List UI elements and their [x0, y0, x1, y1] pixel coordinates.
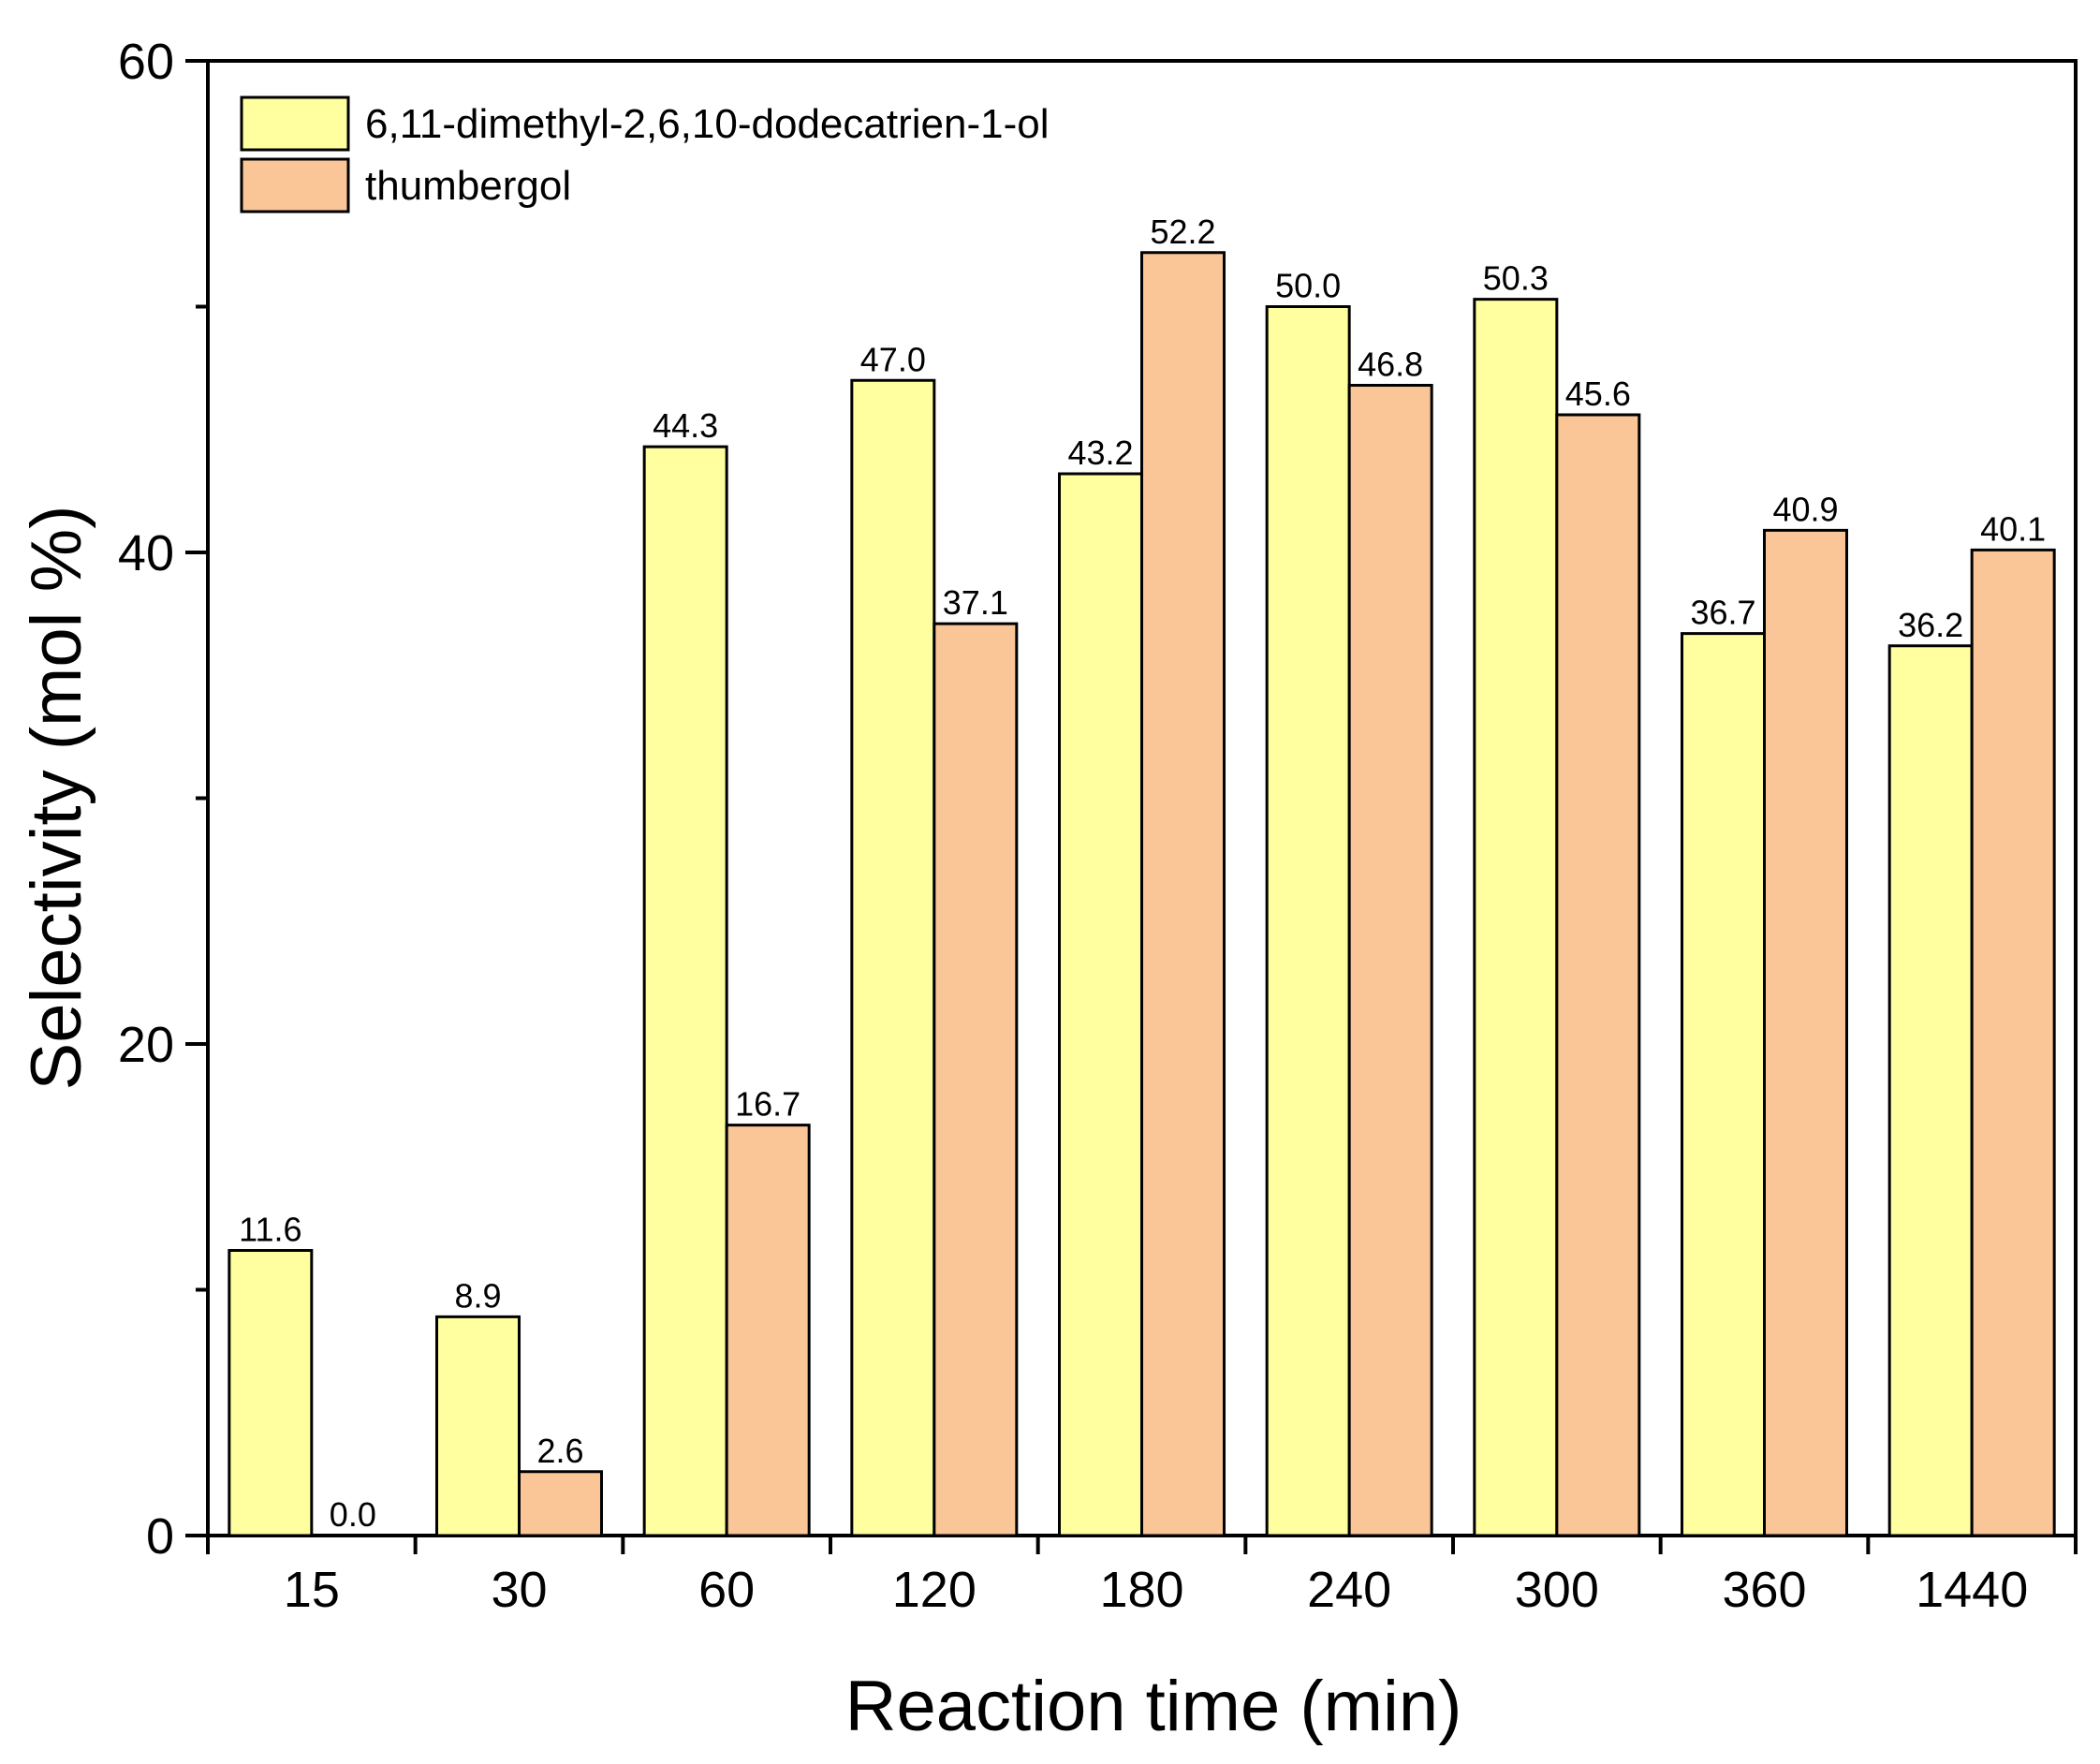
data-label-dimethyl-1440: 36.2: [1898, 606, 1963, 644]
legend-swatch-dimethyl: [240, 96, 350, 152]
data-label-dimethyl-60: 44.3: [653, 406, 718, 445]
x-tick-label-240: 240: [1307, 1562, 1391, 1618]
legend-label-thumbergol: thumbergol: [365, 163, 571, 209]
y-tick-label-60: 60: [118, 34, 174, 90]
x-tick-label-15: 15: [284, 1562, 340, 1618]
data-label-dimethyl-180: 43.2: [1067, 434, 1133, 472]
data-label-thumbergol-30: 2.6: [536, 1432, 583, 1470]
bar-dimethyl-300: [1473, 298, 1559, 1537]
bar-dimethyl-60: [642, 445, 728, 1537]
y-tick-label-40: 40: [118, 525, 174, 581]
bar-thumbergol-60: [725, 1124, 811, 1537]
x-tick-label-180: 180: [1099, 1562, 1183, 1618]
x-axis-title: Reaction time (min): [845, 1667, 1462, 1746]
data-label-dimethyl-15: 11.6: [239, 1211, 301, 1249]
data-label-dimethyl-360: 36.7: [1690, 594, 1755, 632]
y-axis: 0 20 40 60: [118, 34, 208, 1565]
bar-thumbergol-360: [1763, 528, 1848, 1537]
data-labels-layer: 11.6 0.0 8.9 2.6 44.3 16.7 47.0 37.1 43.2 52.2 50.…: [239, 213, 2046, 1534]
bar-thumbergol-30: [518, 1470, 603, 1537]
y-axis-title: Selectivity (mol %): [17, 506, 96, 1091]
bar-dimethyl-360: [1681, 632, 1766, 1537]
bar-dimethyl-240: [1265, 305, 1351, 1537]
x-tick-label-60: 60: [698, 1562, 755, 1618]
data-label-dimethyl-300: 50.3: [1483, 259, 1549, 298]
x-tick-label-1440: 1440: [1916, 1562, 2028, 1618]
data-label-thumbergol-120: 37.1: [943, 583, 1008, 622]
x-tick-label-120: 120: [892, 1562, 977, 1618]
bar-thumbergol-120: [933, 622, 1019, 1537]
legend-label-dimethyl: 6,11-dimethyl-2,6,10-dodecatrien-1-ol: [365, 101, 1049, 147]
bar-dimethyl-120: [850, 378, 936, 1537]
bar-dimethyl-30: [435, 1315, 521, 1537]
data-label-thumbergol-240: 46.8: [1358, 345, 1423, 384]
data-label-thumbergol-15: 0.0: [330, 1495, 376, 1534]
x-tick-label-30: 30: [491, 1562, 547, 1618]
y-tick-label-20: 20: [118, 1017, 174, 1073]
bar-thumbergol-1440: [1970, 548, 2056, 1537]
bar-thumbergol-180: [1140, 251, 1226, 1537]
x-tick-label-360: 360: [1722, 1562, 1806, 1618]
y-tick-label-0: 0: [146, 1508, 174, 1565]
legend-swatch-thumbergol: [240, 157, 350, 213]
data-label-dimethyl-120: 47.0: [860, 340, 926, 378]
bar-dimethyl-180: [1058, 472, 1143, 1537]
data-label-dimethyl-30: 8.9: [454, 1276, 501, 1315]
x-axis: 15 30 60 120 180 240 300 360 1440: [206, 1536, 2078, 1618]
data-label-thumbergol-360: 40.9: [1772, 490, 1838, 528]
bars-layer: [228, 251, 2056, 1537]
x-tick-label-300: 300: [1515, 1562, 1599, 1618]
bar-thumbergol-300: [1555, 413, 1641, 1537]
bar-dimethyl-15: [228, 1249, 314, 1537]
data-label-thumbergol-180: 52.2: [1150, 213, 1215, 251]
data-label-thumbergol-1440: 40.1: [1980, 509, 2046, 548]
bar-thumbergol-240: [1347, 384, 1433, 1537]
data-label-dimethyl-240: 50.0: [1275, 267, 1341, 305]
data-label-thumbergol-300: 45.6: [1565, 375, 1631, 413]
bar-dimethyl-1440: [1887, 644, 1974, 1537]
data-label-thumbergol-60: 16.7: [735, 1085, 800, 1124]
legend: 6,11-dimethyl-2,6,10-dodecatrien-1-ol thu…: [240, 96, 1049, 213]
